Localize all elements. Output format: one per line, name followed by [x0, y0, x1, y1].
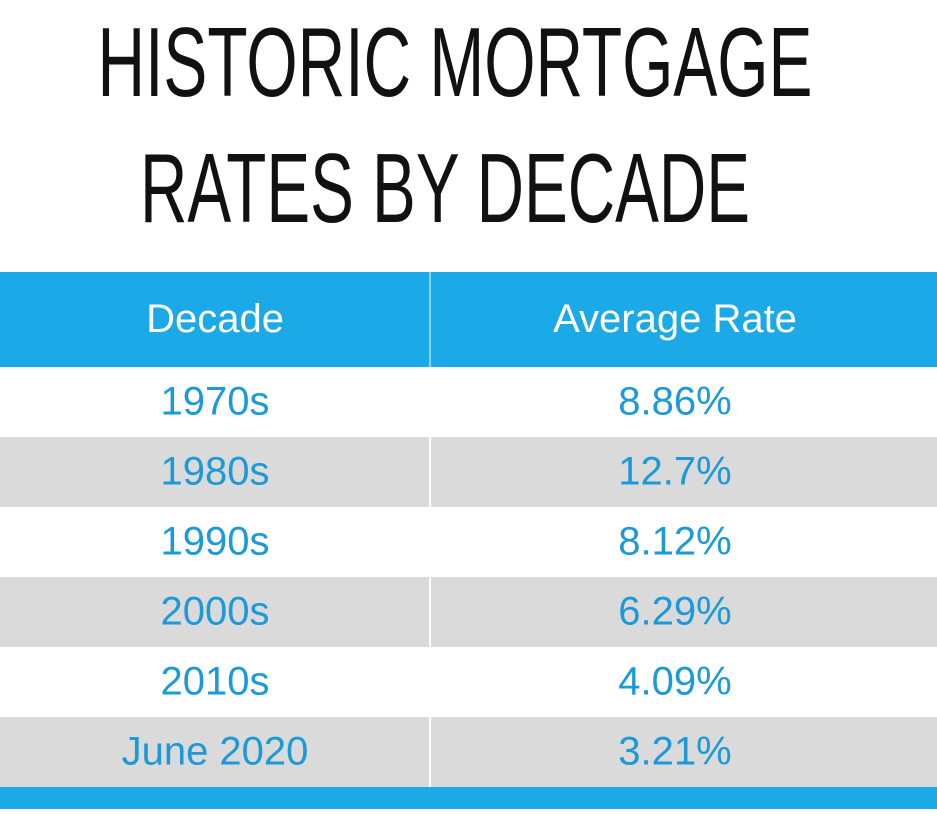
table-cell: 2000s — [161, 590, 270, 634]
table-row — [0, 647, 937, 717]
table-row — [0, 717, 937, 787]
table-cell: 8.86% — [618, 380, 731, 424]
table-cell: 12.7% — [618, 450, 731, 494]
table: Decade Average Rate 1970s 8.86% 1980s 12.7% 19… — [0, 272, 937, 809]
title-line: HISTORIC MORTGAGE — [98, 7, 813, 117]
table-cell: 1970s — [161, 380, 270, 424]
table-row — [0, 367, 937, 437]
table-cell: 6.29% — [618, 590, 731, 634]
table-cell: 2010s — [161, 660, 270, 704]
header-row — [0, 272, 937, 367]
table-cell: 3.21% — [618, 730, 731, 774]
table-row — [0, 437, 937, 507]
header-cell: Decade — [146, 297, 284, 341]
footer-bar — [0, 787, 937, 809]
table-cell: 8.12% — [618, 520, 731, 564]
table-row — [0, 507, 937, 577]
table-cell: 4.09% — [618, 660, 731, 704]
header-cell: Average Rate — [553, 297, 797, 341]
table-row — [0, 577, 937, 647]
table-cell: June 2020 — [122, 730, 309, 774]
title-line: RATES BY DECADE — [140, 133, 750, 243]
table-cell: 1990s — [161, 520, 270, 564]
table-cell: 1980s — [161, 450, 270, 494]
